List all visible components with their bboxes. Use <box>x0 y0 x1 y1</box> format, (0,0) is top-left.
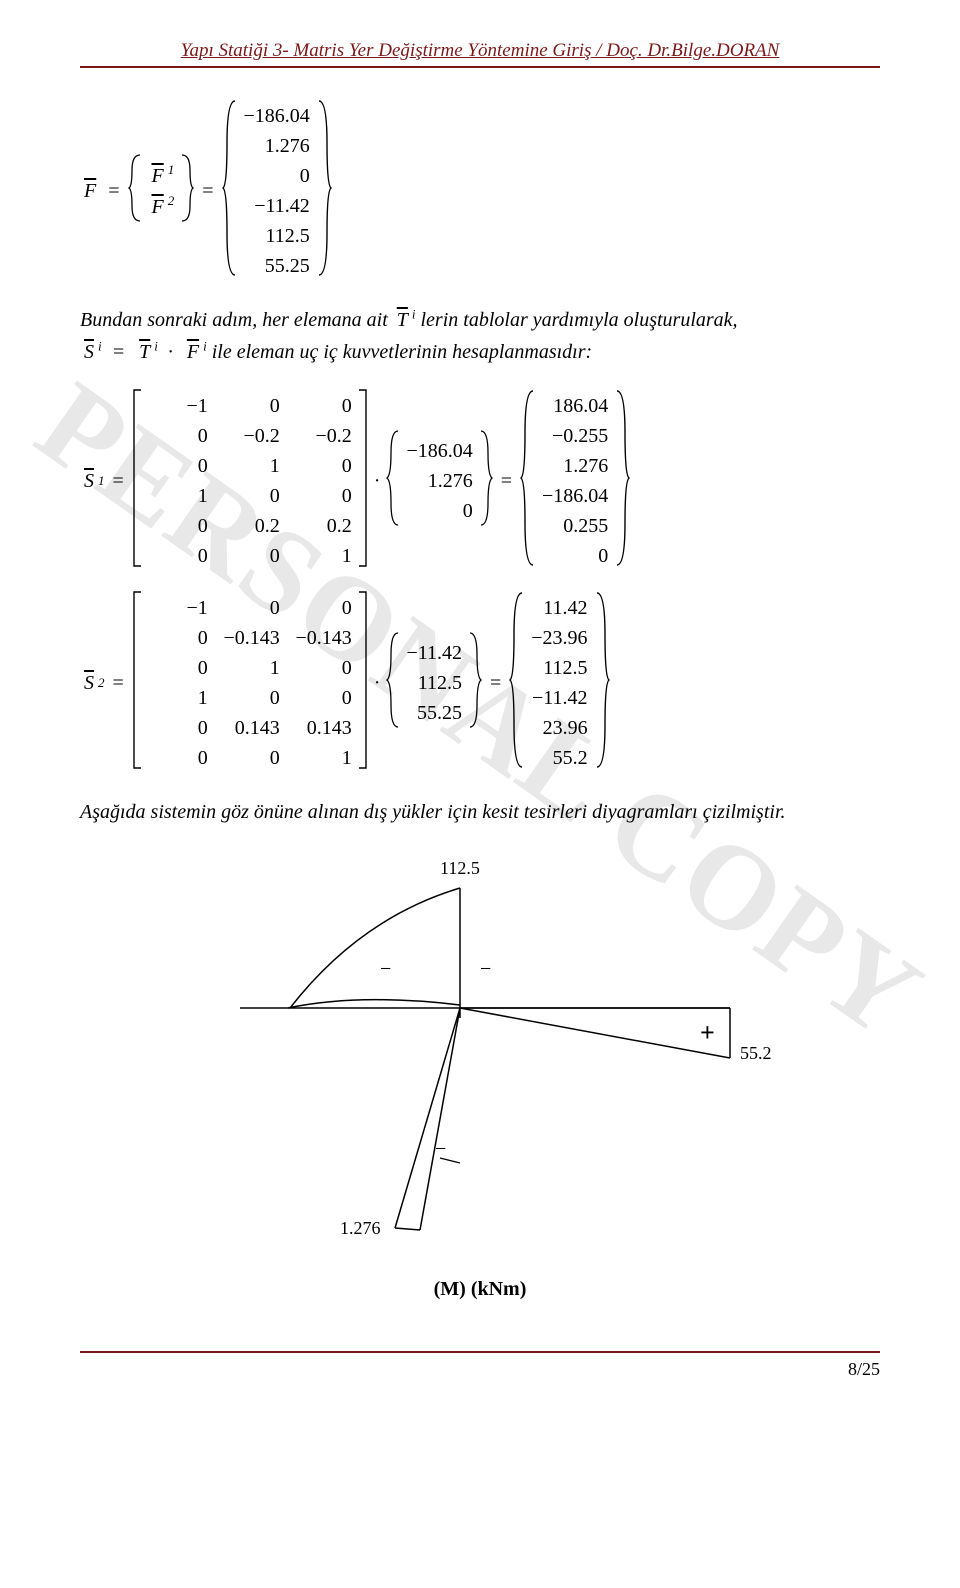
moment-diagram: 112.5 − − + 55.2 − 1.276 <box>180 858 780 1258</box>
vec-S1-out: 186.04 −0.255 1.276 −186.04 0.255 0 <box>536 389 614 573</box>
equals-1: = <box>108 180 119 203</box>
brace-open-s1in <box>386 428 400 534</box>
F-values: −186.04 1.276 0 −11.42 112.5 55.25 <box>238 99 316 283</box>
brace-close-1 <box>180 153 194 229</box>
vec-S2-out: 11.42 −23.96 112.5 −11.42 23.96 55.2 <box>525 591 593 775</box>
brace-open-s2in <box>386 630 400 736</box>
equation-F: F = F1 F2 = −186.04 1.276 0 −11.4 <box>80 98 880 284</box>
diagram-minus-3: − <box>435 1138 446 1161</box>
vec-S1-in: −186.04 1.276 0 <box>400 434 478 528</box>
vec-S2-in: −11.42 112.5 55.25 <box>400 636 468 730</box>
paragraph-1: Bundan sonraki adım, her elemana ait Ti … <box>80 304 880 368</box>
equation-S2: S2 = −100100 0−0.143100.1430 0−0.143000.… <box>80 590 880 776</box>
brace-open-1 <box>128 153 142 229</box>
bracket-close-1 <box>358 388 368 574</box>
sym-S1: S <box>84 470 94 493</box>
F-parts: F1 F2 <box>142 158 181 223</box>
brace-close-s1out <box>614 388 630 574</box>
page-footer: 8/25 <box>80 1351 880 1380</box>
brace-open-s1out <box>520 388 536 574</box>
bracket-open-2 <box>132 590 142 776</box>
equation-S1: S1 = −100100 0−0.2100.20 0−0.2000.21 <box>80 388 880 574</box>
equals-2: = <box>202 180 213 203</box>
brace-close-s2in <box>468 630 482 736</box>
bracket-close-2 <box>358 590 368 776</box>
header-title: Yapı Statiği 3- Matris Yer Değiştirme Yö… <box>181 40 780 61</box>
diagram-minus-2: − <box>480 958 491 981</box>
diagram-minus-1: − <box>380 958 391 981</box>
diagram-caption: (M) (kNm) <box>80 1278 880 1301</box>
page-header: Yapı Statiği 3- Matris Yer Değiştirme Yö… <box>80 40 880 68</box>
diagram-plus: + <box>700 1018 715 1048</box>
brace-open-s2out <box>509 590 525 776</box>
brace-close-s1in <box>479 428 493 534</box>
diagram-label-1: 112.5 <box>440 858 480 879</box>
diagram-label-3: 1.276 <box>340 1218 381 1239</box>
matrix-S1: −100100 0−0.2100.20 0−0.2000.21 <box>142 389 358 573</box>
brace-close-s2out <box>594 590 610 776</box>
bracket-open-1 <box>132 388 142 574</box>
sym-S2: S <box>84 672 94 695</box>
page-number: 8/25 <box>848 1359 880 1379</box>
sym-F: F <box>84 180 96 203</box>
diagram-label-2: 55.2 <box>740 1043 772 1064</box>
brace-open-2 <box>222 98 238 284</box>
brace-close-2 <box>316 98 332 284</box>
paragraph-2: Aşağıda sistemin göz önüne alınan dış yü… <box>80 796 880 828</box>
matrix-S2: −100100 0−0.143100.1430 0−0.143000.1431 <box>142 591 358 775</box>
